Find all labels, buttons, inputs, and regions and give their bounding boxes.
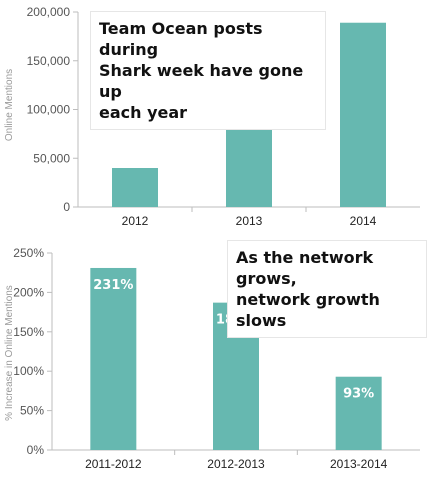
chart1-x-tick-label: 2014	[350, 214, 377, 228]
chart1-x-tick-label: 2012	[122, 214, 149, 228]
chart1-annotation-line-3: each year	[99, 103, 188, 122]
chart2-bar	[90, 267, 137, 450]
chart2-data-label: 231%	[93, 278, 133, 293]
chart1-y-tick-label: 0	[63, 200, 70, 214]
chart2-y-tick-label: 250%	[13, 246, 44, 260]
chart1-annotation: Team Ocean posts during Shark week have …	[90, 11, 326, 130]
chart2-x-tick-label: 2013-2014	[330, 457, 388, 471]
chart-online-mentions: Online Mentions 0 50,000 100,000 150,000 200…	[4, 5, 420, 228]
chart1-y-tick-label: 150,000	[27, 54, 71, 68]
chart2-y-tick-label: 150%	[13, 325, 44, 339]
chart2-bar	[335, 376, 382, 450]
chart2-annotation: As the network grows, network growth slo…	[227, 240, 427, 338]
chart1-annotation-line-2: Shark week have gone up	[99, 61, 304, 101]
chart2-annotation-line-1: As the network grows,	[236, 248, 374, 288]
chart1-x-tick-label: 2013	[236, 214, 263, 228]
chart1-bar	[112, 168, 158, 207]
chart2-y-tick-label: 100%	[13, 364, 44, 378]
chart1-y-tick-label: 100,000	[27, 103, 71, 117]
chart2-y-tick-label: 200%	[13, 285, 44, 299]
chart2-y-axis-label: % Increase in Online Mentions	[4, 285, 15, 421]
chart1-y-tick-label: 200,000	[27, 5, 71, 19]
chart1-annotation-line-1: Team Ocean posts during	[99, 19, 263, 59]
chart2-x-tick-label: 2012-2013	[207, 457, 265, 471]
chart1-y-axis-label: Online Mentions	[4, 69, 15, 141]
chart2-y-tick-label: 50%	[20, 404, 44, 418]
chart2-data-label: 93%	[343, 387, 374, 402]
chart2-x-tick-label: 2011-2012	[85, 457, 142, 471]
chart1-bar	[340, 22, 386, 207]
chart-percent-increase: % Increase in Online Mentions 0% 50% 100% 1…	[4, 246, 420, 471]
chart2-y-tick-label: 0%	[27, 443, 45, 457]
chart1-y-tick-label: 50,000	[33, 151, 70, 165]
chart2-annotation-line-2: network growth slows	[236, 290, 380, 330]
